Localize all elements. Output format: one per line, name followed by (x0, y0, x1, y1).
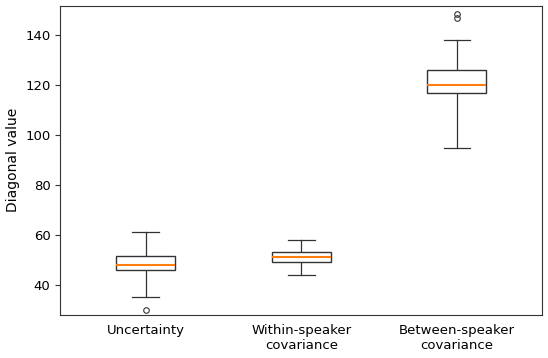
Y-axis label: Diagonal value: Diagonal value (5, 108, 20, 212)
Bar (272, 252, 331, 262)
Bar (427, 71, 487, 93)
Bar (116, 256, 175, 270)
